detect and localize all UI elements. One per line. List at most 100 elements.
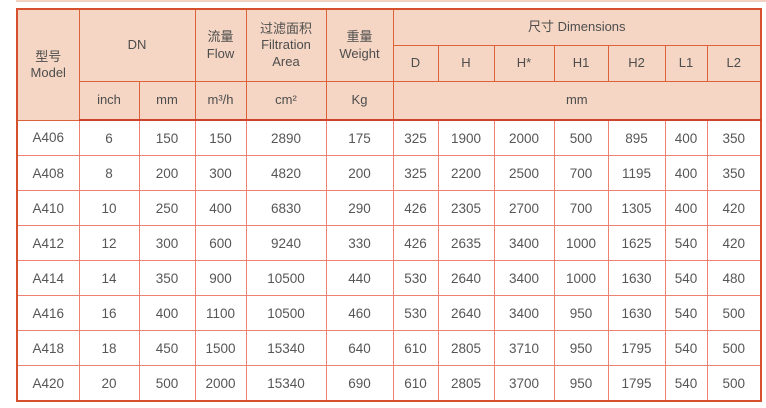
header-row-units: inch mm m³/h cm² Kg mm (17, 81, 762, 121)
cell-h1: 1000 (553, 260, 609, 296)
cell-dn-inch: 8 (78, 155, 140, 191)
cell-dn-mm: 400 (138, 295, 196, 331)
cell-h1: 500 (553, 119, 609, 156)
cell-l2: 420 (706, 225, 762, 261)
cell-weight: 690 (325, 365, 394, 402)
cell-l2: 350 (706, 155, 762, 191)
cell-l2: 500 (706, 365, 762, 402)
cell-l1: 400 (664, 155, 708, 191)
cropped-top-divider (16, 0, 766, 2)
cell-flow: 900 (194, 260, 247, 296)
cell-weight: 290 (325, 190, 394, 226)
cell-weight: 175 (325, 119, 394, 156)
cell-h2: 1795 (607, 365, 666, 402)
cell-model: A412 (16, 225, 80, 261)
header-weight: 重量 Weight (325, 8, 394, 82)
header-col-h1: H1 (553, 45, 609, 82)
cell-model: A416 (16, 295, 80, 331)
cell-h2: 1305 (607, 190, 666, 226)
unit-area: cm² (245, 81, 327, 121)
cell-h1: 700 (553, 190, 609, 226)
cell-h-star: 3700 (493, 365, 555, 402)
cell-h-star: 2500 (493, 155, 555, 191)
cell-d: 610 (392, 330, 439, 366)
unit-inch: inch (78, 81, 140, 121)
cell-h2: 1795 (607, 330, 666, 366)
table-row: A412 12 300 600 9240 330 426 2635 3400 1000 1625 54… (16, 225, 762, 261)
cell-flow: 1100 (194, 295, 247, 331)
cell-dn-inch: 16 (78, 295, 140, 331)
cell-dn-inch: 14 (78, 260, 140, 296)
cell-dn-inch: 6 (78, 119, 140, 156)
cell-h2: 1625 (607, 225, 666, 261)
header-col-l1: L1 (664, 45, 708, 82)
cell-h1: 950 (553, 330, 609, 366)
cell-model: A408 (16, 155, 80, 191)
cell-filtration-area: 15340 (245, 365, 327, 402)
cell-filtration-area: 10500 (245, 295, 327, 331)
cell-l1: 540 (664, 330, 708, 366)
header-filtration-area: 过滤面积 Filtration Area (245, 8, 327, 82)
cell-h1: 700 (553, 155, 609, 191)
cell-l1: 400 (664, 190, 708, 226)
header-dn: DN (78, 8, 196, 82)
table-row: A418 18 450 1500 15340 640 610 2805 3710 950 1795 5… (16, 330, 762, 366)
cell-dn-inch: 12 (78, 225, 140, 261)
unit-dimensions: mm (392, 81, 762, 121)
cell-weight: 460 (325, 295, 394, 331)
cell-weight: 330 (325, 225, 394, 261)
cell-h1: 1000 (553, 225, 609, 261)
cell-weight: 440 (325, 260, 394, 296)
cell-dn-mm: 500 (138, 365, 196, 402)
spec-table: 型号 Model DN 流量 Flow 过滤面积 Filtration Area… (16, 8, 763, 402)
unit-weight: Kg (325, 81, 394, 121)
cell-flow: 150 (194, 119, 247, 156)
cell-h: 2805 (437, 365, 495, 402)
header-col-h: H (437, 45, 495, 82)
cell-h: 2640 (437, 260, 495, 296)
cell-h: 2635 (437, 225, 495, 261)
cell-l1: 540 (664, 260, 708, 296)
cell-flow: 1500 (194, 330, 247, 366)
table-row: A408 8 200 300 4820 200 325 2200 2500 700 1195 400 3… (16, 155, 762, 191)
header-col-h-star: H* (493, 45, 555, 82)
cell-h: 1900 (437, 119, 495, 156)
cell-flow: 300 (194, 155, 247, 191)
table-row: A414 14 350 900 10500 440 530 2640 3400 1000 1630 5… (16, 260, 762, 296)
cell-dn-inch: 20 (78, 365, 140, 402)
cell-l1: 540 (664, 365, 708, 402)
header-model: 型号 Model (16, 8, 80, 121)
cell-h: 2640 (437, 295, 495, 331)
cell-l2: 420 (706, 190, 762, 226)
cell-filtration-area: 4820 (245, 155, 327, 191)
cell-h1: 950 (553, 365, 609, 402)
cell-h2: 1630 (607, 260, 666, 296)
cell-d: 610 (392, 365, 439, 402)
cell-dn-mm: 450 (138, 330, 196, 366)
cell-l1: 400 (664, 119, 708, 156)
header-dimensions: 尺寸 Dimensions (392, 8, 762, 46)
cell-filtration-area: 15340 (245, 330, 327, 366)
cell-h: 2805 (437, 330, 495, 366)
cell-l2: 500 (706, 295, 762, 331)
cell-h2: 1630 (607, 295, 666, 331)
cell-h-star: 3400 (493, 295, 555, 331)
cell-model: A410 (16, 190, 80, 226)
header-flow: 流量 Flow (194, 8, 247, 82)
cell-d: 426 (392, 225, 439, 261)
cell-dn-mm: 350 (138, 260, 196, 296)
cell-h-star: 3400 (493, 225, 555, 261)
cell-d: 530 (392, 295, 439, 331)
unit-flow: m³/h (194, 81, 247, 121)
cell-flow: 400 (194, 190, 247, 226)
spec-table-body: A406 6 150 150 2890 175 325 1900 2000 500 895 400 35… (16, 119, 762, 402)
cell-l1: 540 (664, 225, 708, 261)
cell-filtration-area: 10500 (245, 260, 327, 296)
header-col-d: D (392, 45, 439, 82)
cell-h: 2200 (437, 155, 495, 191)
cell-d: 325 (392, 155, 439, 191)
table-row: A420 20 500 2000 15340 690 610 2805 3700 950 1795 5… (16, 365, 762, 402)
cell-weight: 640 (325, 330, 394, 366)
cell-filtration-area: 6830 (245, 190, 327, 226)
